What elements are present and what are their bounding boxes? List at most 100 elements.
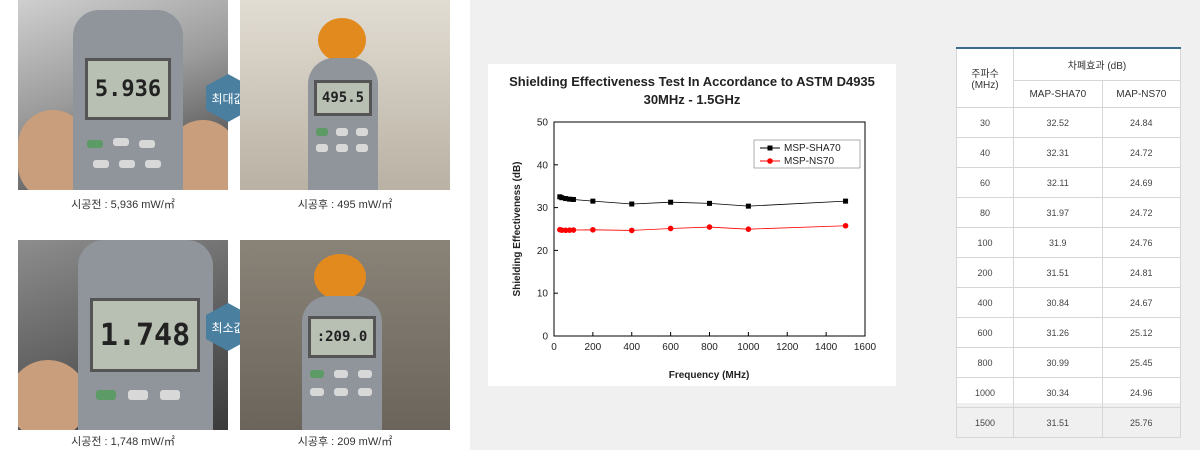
value-cell: 25.12 [1101, 317, 1182, 348]
frequency-cell: 200 [956, 257, 1014, 288]
data-point-series-1 [843, 198, 849, 204]
meter-key [145, 160, 161, 168]
x-tick-label: 0 [551, 342, 557, 353]
meter-key [93, 160, 109, 168]
data-point-series-2 [667, 225, 674, 232]
value-cell: 30.34 [1013, 377, 1103, 408]
value-cell: 24.67 [1101, 287, 1182, 318]
x-tick-label: 800 [701, 342, 718, 353]
value-cell: 25.45 [1101, 347, 1182, 378]
frequency-cell: 1500 [956, 407, 1014, 438]
frequency-cell: 800 [956, 347, 1014, 378]
x-tick-label: 1600 [854, 342, 877, 353]
value-cell: 31.51 [1013, 407, 1103, 438]
field-meter: 5.936 [73, 10, 183, 190]
meter-key [334, 388, 348, 396]
table-row: 1000 30.34 24.96 [956, 377, 1182, 408]
data-point-series-2 [706, 224, 713, 230]
shielding-chart: Shielding Effectiveness Test In Accordan… [509, 74, 877, 381]
shielding-table: 주파수 (MHz) 차폐효과 (dB) MAP-SHA70 MAP-NS70 3… [956, 47, 1182, 438]
meter-reading: 495.5 [321, 90, 365, 106]
x-axis-label: Frequency (MHz) [669, 370, 750, 381]
photo-before-min: 1.748 [18, 240, 228, 430]
meter-key [310, 388, 324, 396]
meter-reading: :209.0 [316, 329, 368, 345]
meter-display: 5.936 [85, 58, 171, 120]
series-line-1 [559, 196, 846, 207]
table-row: 600 31.26 25.12 [956, 317, 1182, 348]
value-cell: 32.11 [1013, 167, 1103, 198]
chart-panel: Shielding Effectiveness Test In Accordan… [488, 64, 896, 386]
legend-box [753, 139, 861, 169]
data-point-series-1 [567, 196, 573, 202]
y-axis-label: Shielding Effectiveness (dB) [512, 161, 523, 296]
legend-marker-series-2 [767, 158, 773, 164]
x-tick-label: 1400 [815, 342, 838, 353]
data-point-series-1 [559, 195, 565, 201]
photo-before-max: 5.936 [18, 0, 228, 190]
y-tick-label: 40 [537, 160, 549, 171]
meter-key [87, 140, 103, 148]
value-cell: 30.99 [1013, 347, 1103, 378]
table-row: 100 31.9 24.76 [956, 227, 1182, 258]
table-row: 30 32.52 24.84 [956, 107, 1182, 138]
frequency-cell: 600 [956, 317, 1014, 348]
table-row: 40 32.31 24.72 [956, 137, 1182, 168]
value-cell: 24.69 [1101, 167, 1182, 198]
meter-key [113, 138, 129, 146]
photo-caption: 시공후 : 209 mW/㎡ [297, 436, 393, 448]
meter-key [316, 128, 328, 136]
field-meter: :209.0 [302, 296, 382, 430]
frequency-cell: 60 [956, 167, 1014, 198]
meter-key [358, 388, 372, 396]
photo-caption: 시공전 : 5,936 mW/㎡ [71, 199, 175, 211]
table-row: 1500 31.51 25.76 [956, 407, 1182, 438]
data-point-series-2 [628, 227, 635, 234]
value-cell: 24.81 [1101, 257, 1182, 288]
legend-label-series-1: MSP-SHA70 [784, 143, 841, 154]
orange-ball [318, 18, 366, 62]
frequency-cell: 40 [956, 137, 1014, 168]
value-cell: 24.96 [1101, 377, 1182, 408]
meter-key [139, 140, 155, 148]
y-tick-label: 30 [537, 203, 549, 214]
data-point-series-1 [570, 196, 576, 202]
value-cell: 32.31 [1013, 137, 1103, 168]
value-cell: 24.76 [1101, 227, 1182, 258]
frequency-cell: 1000 [956, 377, 1014, 408]
y-tick-label: 0 [542, 332, 548, 343]
value-cell: 31.9 [1013, 227, 1103, 258]
field-meter: 495.5 [308, 58, 378, 190]
legend-marker-series-1 [767, 145, 773, 151]
x-tick-label: 200 [585, 342, 602, 353]
frequency-cell: 100 [956, 227, 1014, 258]
data-point-series-2 [745, 226, 752, 232]
value-cell: 24.72 [1101, 197, 1182, 228]
frequency-cell: 400 [956, 287, 1014, 318]
frequency-header: 주파수 (MHz) [956, 47, 1014, 108]
meter-key [310, 370, 324, 378]
value-cell: 31.51 [1013, 257, 1103, 288]
series-layer [557, 194, 849, 234]
meter-key [316, 144, 328, 152]
value-cell: 24.72 [1101, 137, 1182, 168]
data-point-series-2 [590, 227, 596, 233]
y-tick-label: 10 [537, 289, 549, 300]
data-point-series-2 [570, 227, 577, 233]
value-cell: 25.76 [1101, 407, 1182, 438]
data-point-series-1 [563, 196, 569, 202]
value-cell: 31.97 [1013, 197, 1103, 228]
x-tick-label: 400 [623, 342, 640, 353]
legend: MSP-SHA70 MSP-NS70 [753, 139, 861, 169]
orange-ball [314, 254, 366, 300]
data-point-series-1 [668, 199, 674, 205]
meter-display: 1.748 [90, 298, 200, 372]
photo-after-min: :209.0 [240, 240, 450, 430]
y-tick-label: 50 [537, 118, 549, 129]
meter-key [356, 128, 368, 136]
data-point-series-1 [629, 201, 635, 207]
meter-key [336, 128, 348, 136]
photo-caption: 시공후 : 495 mW/㎡ [297, 199, 393, 211]
meter-reading: 1.748 [99, 317, 191, 353]
photo-panel: 5.936 시공전 : 5,936 mW/㎡ 최대값 495.5 시공후 : 4… [0, 0, 470, 450]
